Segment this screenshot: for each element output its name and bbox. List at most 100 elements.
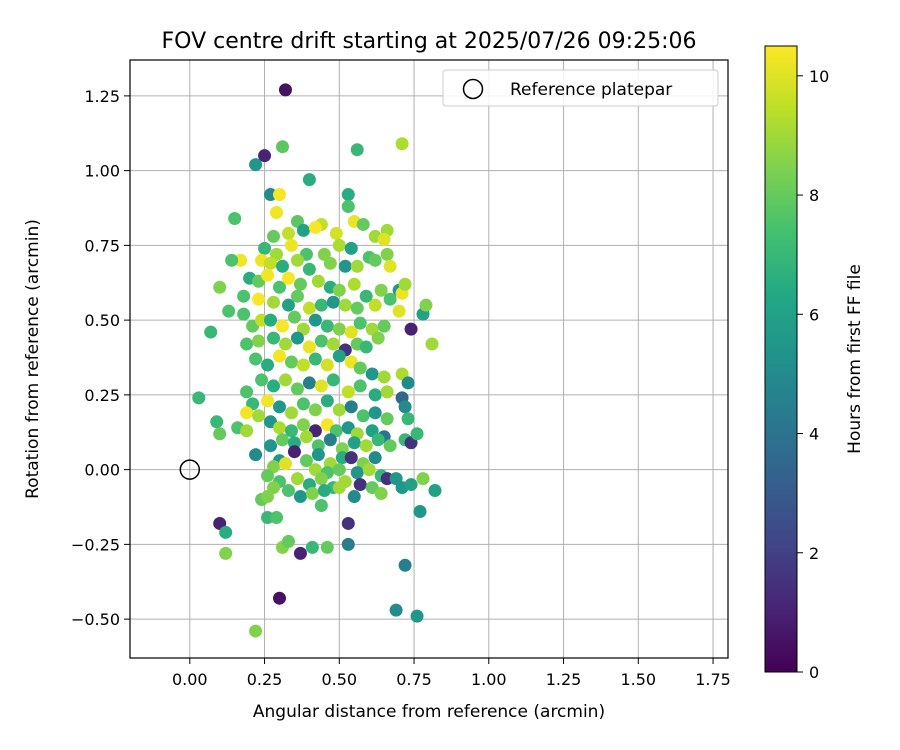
data-point bbox=[305, 487, 319, 501]
data-point bbox=[261, 358, 275, 372]
data-point bbox=[332, 238, 346, 252]
data-point bbox=[192, 391, 206, 405]
data-point bbox=[275, 433, 289, 447]
data-point bbox=[332, 322, 346, 336]
data-point bbox=[314, 499, 328, 513]
legend-marker bbox=[462, 78, 484, 100]
data-point bbox=[350, 259, 364, 273]
data-point bbox=[281, 484, 295, 498]
data-point bbox=[341, 537, 355, 551]
data-point bbox=[410, 427, 424, 441]
data-point bbox=[284, 424, 298, 438]
data-point bbox=[338, 298, 352, 312]
data-point bbox=[290, 382, 304, 396]
data-point bbox=[296, 223, 310, 237]
data-point bbox=[410, 609, 424, 623]
x-tick-label: 0.00 bbox=[172, 670, 208, 689]
data-point bbox=[293, 277, 307, 291]
legend-box bbox=[442, 69, 719, 107]
data-point bbox=[326, 337, 340, 351]
reference-platepar-marker bbox=[179, 459, 201, 480]
data-point bbox=[404, 322, 418, 336]
data-point bbox=[270, 510, 284, 524]
data-point bbox=[252, 292, 266, 306]
data-point bbox=[416, 472, 430, 486]
data-point bbox=[389, 603, 403, 617]
data-point bbox=[353, 316, 367, 330]
data-point bbox=[374, 283, 388, 297]
data-point bbox=[302, 173, 316, 187]
data-point bbox=[267, 229, 281, 243]
data-point bbox=[377, 319, 391, 333]
data-point bbox=[356, 409, 370, 423]
data-point bbox=[204, 325, 218, 339]
data-point bbox=[368, 451, 382, 465]
data-point bbox=[350, 301, 364, 315]
data-point bbox=[261, 469, 275, 483]
data-point bbox=[264, 188, 278, 202]
data-point bbox=[341, 188, 355, 202]
grid-lines bbox=[130, 60, 728, 658]
data-point bbox=[335, 451, 349, 465]
data-point bbox=[290, 253, 304, 267]
data-point bbox=[374, 487, 388, 501]
y-tick-label: 1.25 bbox=[84, 87, 120, 106]
data-point bbox=[237, 307, 251, 321]
x-tick-label: 1.50 bbox=[620, 670, 656, 689]
data-point bbox=[359, 439, 373, 453]
data-point bbox=[219, 546, 233, 560]
data-point bbox=[383, 292, 397, 306]
data-point bbox=[308, 313, 322, 327]
data-point bbox=[222, 304, 236, 318]
data-point bbox=[273, 188, 286, 202]
data-point bbox=[305, 540, 319, 554]
legend: Reference platepar bbox=[442, 69, 719, 107]
data-point bbox=[293, 546, 307, 560]
data-point bbox=[261, 394, 275, 408]
data-point bbox=[213, 427, 227, 441]
data-point bbox=[252, 334, 266, 348]
data-point bbox=[281, 271, 295, 285]
data-point bbox=[284, 406, 298, 420]
data-point bbox=[278, 83, 292, 97]
y-tick-label: 0.25 bbox=[84, 386, 120, 405]
data-point bbox=[332, 481, 346, 495]
data-point bbox=[275, 319, 289, 333]
data-point bbox=[323, 433, 337, 447]
plot-frame bbox=[129, 59, 729, 659]
data-point bbox=[261, 490, 275, 504]
y-tick-label: −0.25 bbox=[71, 535, 120, 554]
data-point bbox=[353, 478, 367, 492]
y-tick-label: 1.00 bbox=[84, 162, 120, 181]
data-point bbox=[252, 409, 266, 423]
data-point bbox=[344, 325, 358, 339]
data-point bbox=[392, 304, 406, 318]
data-point bbox=[275, 140, 289, 154]
data-point bbox=[347, 277, 361, 291]
data-point bbox=[290, 472, 304, 486]
data-point bbox=[273, 280, 286, 294]
data-point bbox=[344, 241, 358, 255]
x-tick-label: 0.75 bbox=[396, 670, 432, 689]
data-point bbox=[332, 403, 346, 417]
data-point bbox=[299, 430, 313, 444]
data-point bbox=[255, 313, 269, 327]
data-point bbox=[329, 226, 343, 240]
data-point bbox=[362, 463, 376, 477]
data-point bbox=[353, 361, 367, 375]
data-point bbox=[359, 289, 373, 303]
data-point bbox=[383, 439, 397, 453]
data-point bbox=[296, 418, 310, 432]
data-point bbox=[273, 591, 286, 605]
data-point bbox=[365, 367, 379, 381]
data-point bbox=[284, 238, 298, 252]
data-point bbox=[290, 289, 304, 303]
colorbar-tick-label: 2 bbox=[809, 544, 819, 563]
data-point bbox=[281, 298, 295, 312]
data-point bbox=[296, 397, 310, 411]
data-point bbox=[428, 484, 442, 498]
data-point bbox=[341, 385, 355, 399]
x-tick-label: 1.00 bbox=[471, 670, 507, 689]
data-point bbox=[326, 295, 340, 309]
